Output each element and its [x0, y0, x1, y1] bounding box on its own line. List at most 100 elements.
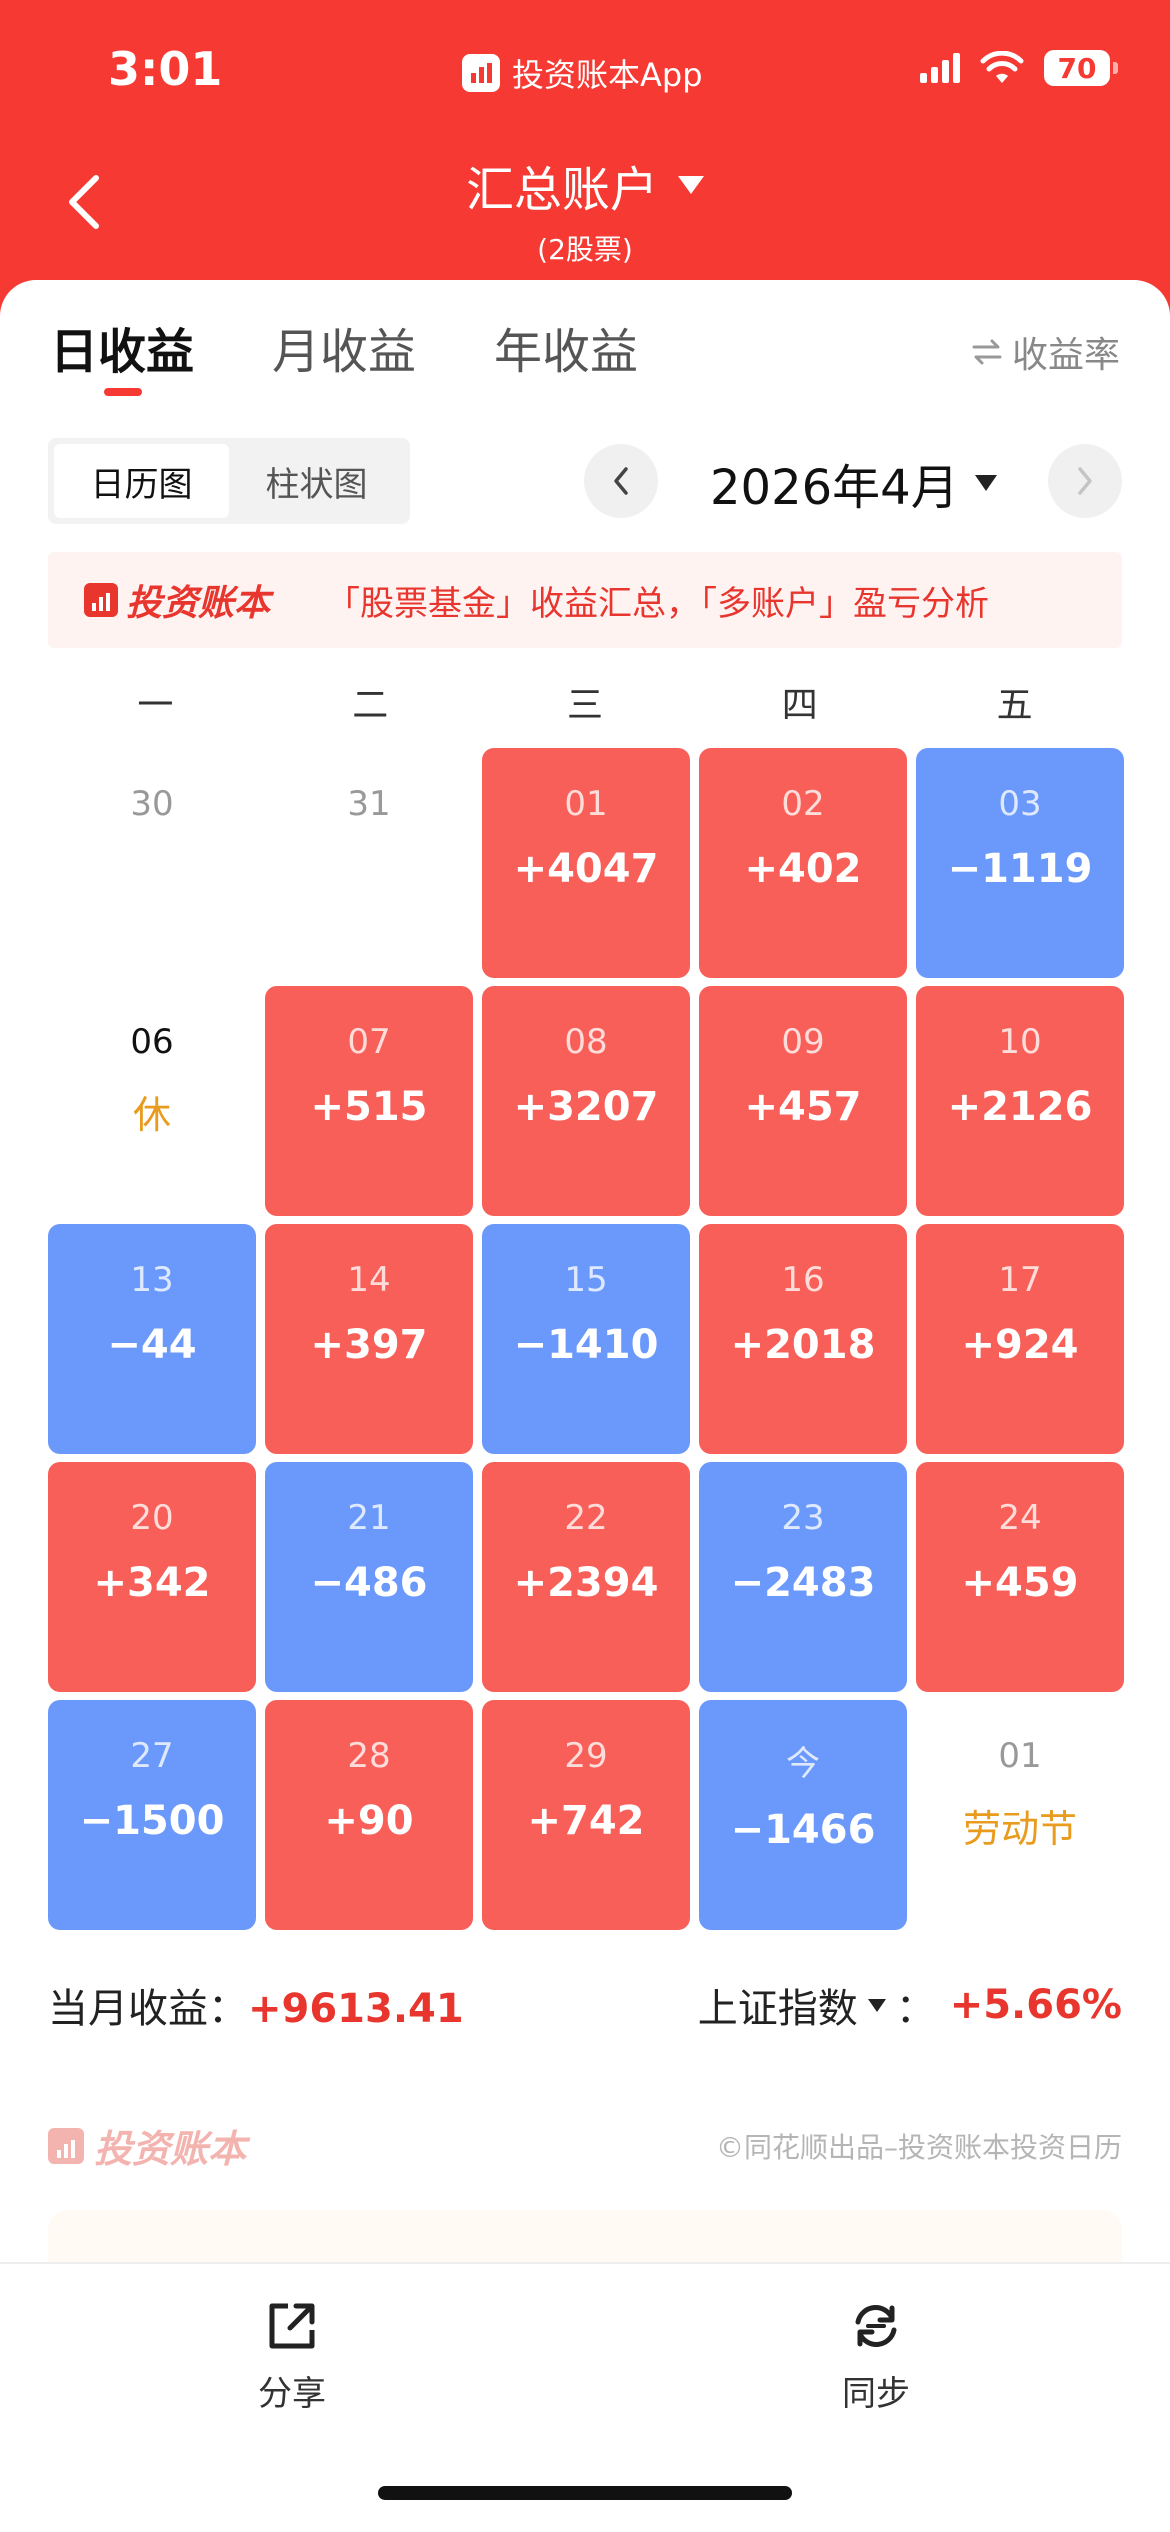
calendar-day-cell[interactable]: 今 −1466 [699, 1700, 907, 1930]
calendar-day-number: 09 [781, 1022, 825, 1062]
calendar-day-cell[interactable]: 29 +742 [482, 1700, 690, 1930]
view-calendar-button[interactable]: 日历图 [54, 444, 229, 518]
app-logo-icon [462, 54, 500, 92]
calendar-day-number: 29 [564, 1736, 608, 1776]
home-indicator [378, 2486, 792, 2500]
next-month-button[interactable] [1048, 444, 1122, 518]
month-profit-value: +9613.41 [248, 1986, 464, 2032]
calendar-day-cell[interactable]: 30 [48, 748, 256, 978]
tab-yearly[interactable]: 年收益 [494, 324, 639, 380]
calendar-day-cell[interactable]: 23 −2483 [699, 1462, 907, 1692]
calendar-day-cell[interactable]: 16 +2018 [699, 1224, 907, 1454]
weekday-label: 四 [781, 685, 818, 726]
calendar-day-profit: +2394 [513, 1560, 659, 1606]
brand-logo-icon [84, 583, 118, 617]
calendar-day-cell[interactable]: 09 +457 [699, 986, 907, 1216]
weekday-label: 五 [996, 685, 1033, 726]
signal-icon [920, 53, 960, 83]
calendar-day-cell[interactable]: 01 +4047 [482, 748, 690, 978]
app-indicator: 投资账本App [462, 50, 703, 96]
sync-icon [855, 2305, 897, 2347]
calendar-day-number: 31 [347, 784, 391, 824]
calendar-day-cell[interactable]: 14 +397 [265, 1224, 473, 1454]
calendar-day-cell[interactable]: 03 −1119 [916, 748, 1124, 978]
calendar-day-profit: +2126 [947, 1084, 1093, 1130]
account-title: 汇总账户 [465, 162, 658, 218]
app-name: 投资账本App [512, 56, 703, 94]
calendar-day-number: 10 [998, 1022, 1042, 1062]
profit-tabs: 日收益 月收益 年收益 [50, 312, 639, 396]
calendar-day-profit: −1119 [947, 846, 1093, 892]
caret-down-icon [974, 475, 997, 491]
calendar-day-note: 休 [132, 1093, 171, 1137]
calendar-day-cell[interactable]: 31 [265, 748, 473, 978]
month-navigator: 2026年4月 [584, 444, 1122, 520]
month-profit: 当月收益：+9613.41 [48, 1976, 464, 2034]
calendar-day-profit: −1500 [79, 1798, 225, 1844]
weekday-header: 一 二 三 四 五 [48, 676, 1122, 728]
battery-level: 70 [1057, 51, 1097, 85]
calendar-day-profit: +2018 [730, 1322, 876, 1368]
account-selector[interactable]: 汇总账户 (2股票) [0, 150, 1170, 268]
calendar-day-profit: +342 [93, 1560, 211, 1606]
share-button[interactable]: 分享 [192, 2298, 392, 2415]
calendar-day-cell[interactable]: 21 −486 [265, 1462, 473, 1692]
calendar-day-cell[interactable]: 28 +90 [265, 1700, 473, 1930]
index-compare[interactable]: 上证指数 ： +5.66% [698, 1976, 1122, 2034]
calendar-day-cell[interactable]: 01 劳动节 [916, 1700, 1124, 1930]
weekday-label: 二 [352, 685, 389, 726]
rate-toggle[interactable]: 收益率 [972, 326, 1120, 378]
calendar-day-cell[interactable]: 13 −44 [48, 1224, 256, 1454]
share-icon [269, 2303, 315, 2349]
view-bar-button[interactable]: 柱状图 [265, 464, 368, 505]
calendar-day-number: 14 [347, 1260, 391, 1300]
calendar-day-number: 30 [130, 784, 174, 824]
footer-brand: 投资账本 [48, 2118, 246, 2173]
calendar-day-number: 今 [786, 1744, 820, 1784]
calendar-day-number: 02 [781, 784, 825, 824]
month-selector[interactable]: 2026年4月 [710, 448, 997, 518]
calendar-day-cell[interactable]: 07 +515 [265, 986, 473, 1216]
sync-button[interactable]: 同步 [776, 2298, 976, 2415]
calendar-day-number: 01 [998, 1736, 1042, 1776]
calendar-day-profit: −2483 [730, 1560, 876, 1606]
calendar-day-cell[interactable]: 08 +3207 [482, 986, 690, 1216]
banner-brand-text: 投资账本 [126, 583, 271, 624]
calendar-day-cell[interactable]: 02 +402 [699, 748, 907, 978]
calendar-day-profit: −44 [107, 1322, 197, 1368]
swap-icon [972, 339, 1002, 365]
battery-icon: 70 [1044, 50, 1118, 86]
calendar-day-profit: +90 [324, 1798, 414, 1844]
promo-banner[interactable]: 投资账本 「股票基金」收益汇总，「多账户」盈亏分析 [48, 552, 1122, 648]
calendar-day-profit: −1410 [513, 1322, 659, 1368]
brand-logo-icon [48, 2127, 84, 2164]
calendar-day-cell[interactable]: 24 +459 [916, 1462, 1124, 1692]
tab-daily[interactable]: 日收益 [50, 312, 194, 396]
calendar-day-cell[interactable]: 27 −1500 [48, 1700, 256, 1930]
calendar-day-number: 13 [130, 1260, 174, 1300]
calendar-day-cell[interactable]: 17 +924 [916, 1224, 1124, 1454]
weekday-label: 三 [566, 685, 603, 726]
calendar-day-number: 08 [564, 1022, 608, 1062]
calendar-day-number: 15 [564, 1260, 608, 1300]
chevron-left-icon[interactable] [60, 172, 110, 232]
calendar-day-cell[interactable]: 22 +2394 [482, 1462, 690, 1692]
calendar-day-cell[interactable]: 20 +342 [48, 1462, 256, 1692]
calendar-day-number: 27 [130, 1736, 174, 1776]
calendar-day-cell[interactable]: 10 +2126 [916, 986, 1124, 1216]
calendar-day-profit: +3207 [513, 1084, 659, 1130]
calendar-day-profit: +515 [310, 1084, 428, 1130]
tab-monthly[interactable]: 月收益 [272, 324, 417, 380]
status-bar: 3:01 投资账本App 70 [0, 0, 1170, 150]
status-time: 3:01 [108, 42, 223, 96]
view-switch: 日历图 柱状图 [48, 438, 410, 524]
calendar-day-number: 07 [347, 1022, 391, 1062]
sync-label: 同步 [842, 2374, 910, 2414]
prev-month-button[interactable] [584, 444, 658, 518]
calendar-day-number: 20 [130, 1498, 174, 1538]
banner-brand: 投资账本 [84, 574, 270, 626]
banner-text: 「股票基金」收益汇总，「多账户」盈亏分析 [326, 583, 990, 624]
calendar-day-cell[interactable]: 15 −1410 [482, 1224, 690, 1454]
calendar-day-cell[interactable]: 06 休 [48, 986, 256, 1216]
footer-brand-text: 投资账本 [94, 2127, 247, 2171]
